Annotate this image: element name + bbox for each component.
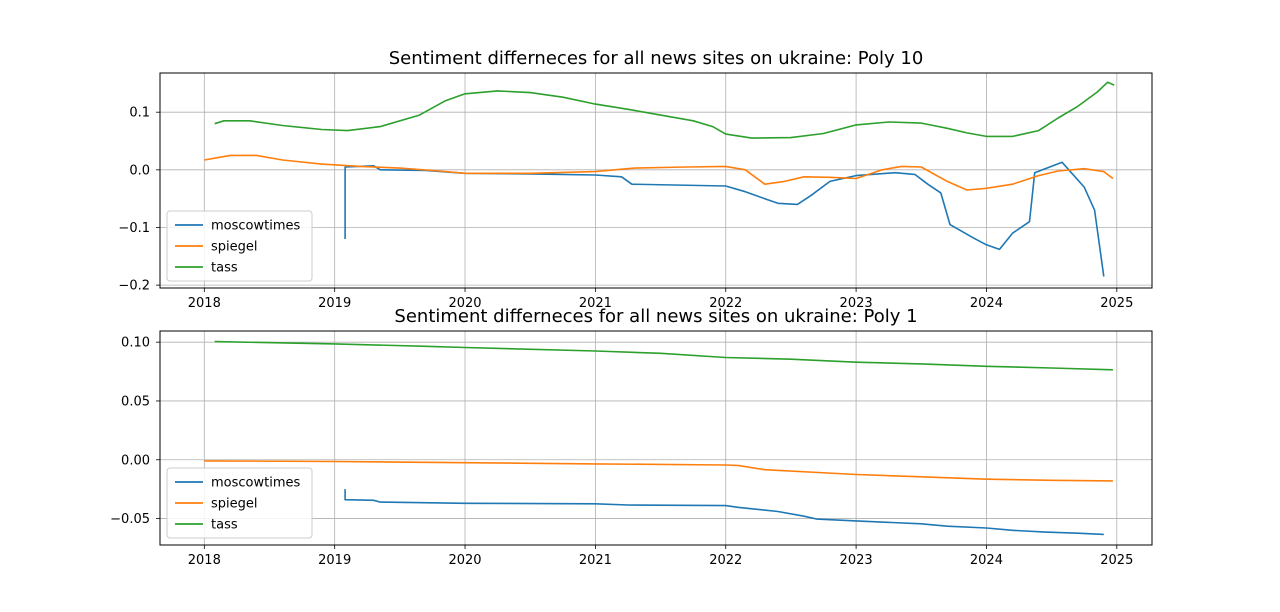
bottom-chart-legend: moscowtimes spiegel tass: [166, 467, 313, 539]
bottom-chart-grid: [160, 331, 1152, 545]
top-chart-series-line-spiegel: [204, 154, 1114, 191]
top-chart-grid: [160, 73, 1152, 288]
top-chart-y-tick-label: −0.2: [118, 279, 150, 294]
top-chart-x-tick-label: 2024: [970, 296, 1003, 311]
bottom-chart-title: Sentiment differneces for all news sites…: [394, 306, 917, 327]
top-chart-y-tick-label: 0.1: [129, 106, 150, 121]
top-chart-x-tick-label: 2018: [188, 296, 221, 311]
bottom-chart-ticks: 2018 2019 2020 2021 2022 2023 2024 2025 0.10 0.05…: [110, 336, 1133, 568]
bottom-chart-x-tick-label: 2018: [188, 553, 221, 568]
top-chart-title: Sentiment differneces for all news sites…: [389, 48, 924, 69]
bottom-chart-legend-label-spiegel: spiegel: [211, 497, 258, 512]
bottom-chart-x-tick-label: 2019: [318, 553, 351, 568]
top-chart-legend: moscowtimes spiegel tass: [166, 210, 313, 282]
top-chart-legend-label-moscowtimes: moscowtimes: [211, 219, 300, 234]
top-chart-x-tick-label: 2019: [318, 296, 351, 311]
top-chart-series-line-tass: [214, 81, 1115, 139]
top-chart-legend-label-tass: tass: [211, 261, 238, 276]
bottom-chart-x-tick-label: 2023: [840, 553, 873, 568]
bottom-chart-y-tick-label: 0.00: [121, 453, 150, 468]
bottom-chart-series-line-moscowtimes: [344, 489, 1104, 536]
top-chart-legend-box: [166, 210, 313, 282]
bottom-chart-series-line-spiegel: [204, 460, 1113, 482]
bottom-chart-legend-box: [166, 467, 313, 539]
top-chart-legend-label-spiegel: spiegel: [211, 240, 258, 255]
top-chart-x-tick-label: 2023: [840, 296, 873, 311]
top-chart-series: [204, 81, 1115, 277]
top-chart-y-tick-label: −0.1: [118, 221, 150, 236]
bottom-chart-y-tick-label: 0.10: [121, 336, 150, 351]
bottom-chart-x-tick-label: 2020: [448, 553, 481, 568]
top-chart-x-tick-label: 2020: [448, 296, 481, 311]
bottom-chart-series-line-tass: [214, 340, 1113, 371]
bottom-chart-legend-label-moscowtimes: moscowtimes: [211, 476, 300, 491]
bottom-chart-frame: [159, 330, 1153, 546]
bottom-chart-x-tick-label: 2025: [1100, 553, 1133, 568]
bottom-chart-y-tick-label: −0.05: [110, 512, 150, 527]
bottom-chart-x-tick-label: 2022: [709, 553, 742, 568]
bottom-chart-legend-label-tass: tass: [211, 518, 238, 533]
bottom-chart-series: [204, 340, 1113, 536]
bottom-chart-x-tick-label: 2021: [579, 553, 612, 568]
top-chart-x-tick-label: 2022: [709, 296, 742, 311]
top-chart-y-tick-label: 0.0: [129, 163, 150, 178]
top-chart-x-tick-label: 2025: [1100, 296, 1133, 311]
bottom-chart-y-tick-label: 0.05: [121, 394, 150, 409]
bottom-chart: Sentiment differneces for all news sites…: [110, 306, 1153, 568]
top-chart-x-tick-label: 2021: [579, 296, 612, 311]
top-chart-ticks: 2018 2019 2020 2021 2022 2023 2024 2025 0.1 0.0 −0…: [118, 106, 1133, 311]
top-chart: Sentiment differneces for all news sites…: [118, 48, 1153, 311]
bottom-chart-x-tick-label: 2024: [970, 553, 1003, 568]
top-chart-frame: [159, 72, 1153, 289]
